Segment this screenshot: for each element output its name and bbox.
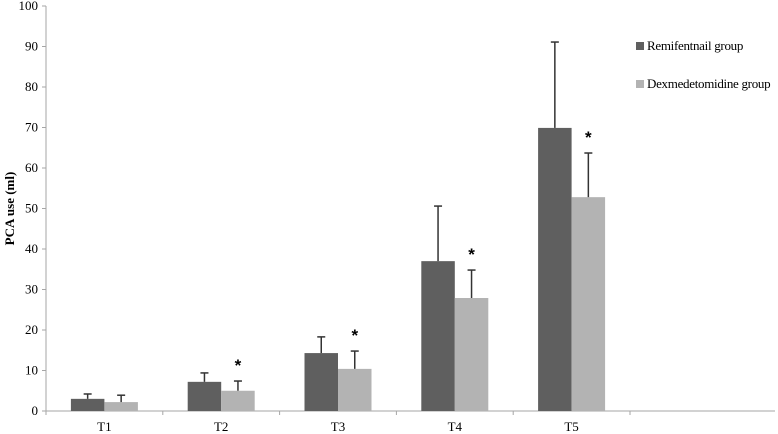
y-tick-label: 0 — [32, 403, 39, 418]
bar-T4-remifentanil — [421, 261, 455, 411]
bar-T4-dexmedetomidine — [454, 298, 489, 411]
y-tick-label: 90 — [25, 39, 38, 54]
legend-swatch-icon — [636, 80, 644, 88]
x-tick-label: T5 — [564, 419, 578, 434]
legend-item-remifentanil: Remifentnail group — [636, 38, 770, 54]
bar-T5-remifentanil — [538, 127, 572, 411]
y-tick-label: 100 — [19, 0, 39, 13]
x-tick-label: T2 — [214, 419, 228, 434]
bar-T3-remifentanil — [304, 353, 338, 411]
x-tick-label: T4 — [448, 419, 463, 434]
significance-marker: * — [351, 326, 358, 345]
y-tick-label: 40 — [25, 241, 38, 256]
bar-T1-dexmedetomidine — [104, 402, 138, 411]
significance-marker: * — [585, 128, 592, 147]
y-tick-label: 60 — [25, 160, 38, 175]
y-tick-label: 10 — [25, 363, 38, 378]
legend-swatch-icon — [636, 42, 644, 50]
y-tick-label: 70 — [25, 120, 38, 135]
x-tick-label: T3 — [331, 419, 345, 434]
y-tick-label: 50 — [25, 201, 38, 216]
legend: Remifentnail group Dexmedetomidine group — [636, 38, 771, 114]
bar-T2-remifentanil — [187, 381, 222, 411]
bar-T2-dexmedetomidine — [221, 390, 255, 411]
bar-T3-dexmedetomidine — [338, 368, 372, 411]
bar-T1-remifentanil — [70, 398, 105, 411]
significance-marker: * — [235, 356, 242, 375]
legend-item-dexmedetomidine: Dexmedetomidine group — [636, 76, 771, 92]
significance-marker: * — [468, 245, 475, 264]
bar-T5-dexmedetomidine — [571, 197, 606, 411]
y-tick-label: 30 — [25, 282, 38, 297]
y-tick-label: 20 — [25, 322, 38, 337]
y-axis-title: PCA use (ml) — [2, 172, 17, 246]
y-tick-label: 80 — [25, 79, 38, 94]
x-tick-label: T1 — [97, 419, 111, 434]
legend-label: Remifentnail group — [647, 38, 744, 53]
legend-label: Dexmedetomidine group — [647, 76, 771, 91]
